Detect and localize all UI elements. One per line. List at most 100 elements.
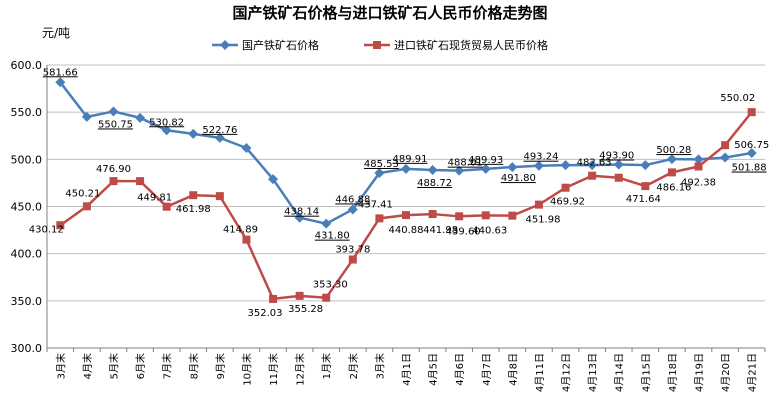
data-label: 469.92 bbox=[550, 197, 585, 208]
x-tick-label: 7月末 bbox=[161, 353, 174, 379]
series-domestic-price bbox=[55, 77, 757, 229]
x-tick-label: 4月15日 bbox=[640, 353, 652, 392]
data-point bbox=[136, 177, 145, 186]
data-point bbox=[508, 211, 517, 220]
x-tick-label: 4月7日 bbox=[481, 353, 493, 386]
data-point bbox=[480, 163, 491, 174]
y-tick-label: 500.0 bbox=[11, 153, 43, 166]
data-point bbox=[693, 154, 704, 165]
data-label: 522.76 bbox=[202, 125, 237, 136]
data-label: 482.63 bbox=[577, 158, 612, 169]
data-point bbox=[666, 154, 677, 165]
data-label: 488.72 bbox=[417, 178, 452, 189]
data-point bbox=[269, 294, 278, 303]
x-tick-label: 4月13日 bbox=[587, 353, 599, 392]
legend: 国产铁矿石价格 进口铁矿石现货贸易人民币价格 bbox=[212, 38, 548, 52]
data-label: 581.66 bbox=[43, 67, 78, 78]
data-point bbox=[534, 200, 543, 209]
data-point bbox=[322, 293, 331, 302]
data-point bbox=[640, 160, 651, 171]
x-tick-label: 4月8日 bbox=[507, 353, 519, 386]
data-label: 440.88 bbox=[389, 225, 424, 236]
data-label: 493.24 bbox=[523, 152, 558, 163]
data-point bbox=[108, 106, 119, 117]
x-tick-label: 4月14日 bbox=[614, 353, 626, 392]
data-point bbox=[82, 202, 91, 211]
data-label: 440.63 bbox=[472, 225, 507, 236]
y-tick-labels: 300.0 350.0 400.0 450.0 500.0 550.0 600.0 bbox=[11, 59, 43, 355]
data-point bbox=[81, 111, 92, 122]
data-label: 488.01 bbox=[448, 158, 483, 169]
data-point bbox=[427, 164, 438, 175]
data-label: 449.81 bbox=[137, 193, 172, 204]
data-label: 476.90 bbox=[96, 164, 131, 175]
y-tick-label: 300.0 bbox=[11, 342, 43, 355]
data-point bbox=[402, 211, 410, 220]
data-point bbox=[747, 108, 756, 117]
data-point bbox=[720, 152, 731, 163]
data-point bbox=[641, 182, 650, 191]
x-tick-label: 4月18日 bbox=[667, 353, 679, 392]
data-label: 355.28 bbox=[288, 304, 323, 315]
data-point bbox=[375, 214, 384, 223]
x-tick-label: 8月末 bbox=[187, 353, 200, 379]
data-point bbox=[533, 160, 544, 171]
x-tick-label: 10月末 bbox=[240, 353, 253, 386]
data-label: 471.64 bbox=[626, 194, 661, 205]
data-label: 492.38 bbox=[681, 178, 716, 189]
x-tick-label: 9月末 bbox=[214, 353, 227, 379]
y-axis-unit: 元/吨 bbox=[42, 26, 70, 40]
data-label: 431.80 bbox=[315, 231, 350, 242]
data-point bbox=[481, 211, 490, 220]
data-label: 446.88 bbox=[335, 194, 370, 205]
data-label: 393.78 bbox=[335, 245, 370, 256]
data-point bbox=[613, 159, 624, 170]
x-tick-label: 12月末 bbox=[294, 353, 307, 386]
data-label: 530.82 bbox=[149, 117, 184, 128]
x-tick-label: 4月20日 bbox=[720, 353, 732, 392]
y-tick-label: 400.0 bbox=[11, 248, 43, 261]
legend-diamond-icon bbox=[220, 40, 230, 50]
data-point bbox=[295, 291, 304, 300]
data-point bbox=[374, 167, 385, 178]
x-tick-label: 3月末 bbox=[54, 353, 67, 379]
data-label: 486.16 bbox=[656, 182, 691, 193]
data-label: 439.60 bbox=[446, 226, 481, 237]
data-labels-domestic: 581.66 550.75 530.82 522.76 438.14 431.80 446.… bbox=[43, 67, 769, 241]
gridlines bbox=[47, 64, 765, 349]
data-point bbox=[587, 160, 598, 171]
x-tick-label: 4月5日 bbox=[428, 353, 440, 386]
data-point bbox=[241, 143, 252, 154]
data-point bbox=[694, 162, 703, 171]
data-point bbox=[189, 191, 198, 200]
y-tick-label: 450.0 bbox=[11, 201, 43, 214]
x-tick-label: 6月末 bbox=[134, 353, 147, 379]
data-point bbox=[56, 221, 65, 230]
data-point bbox=[561, 183, 570, 192]
x-tick-labels: 3月末 4月末 5月末 6月末 7月末 8月末 9月末 10月末 11月末 12月末 1月末 2月末 3… bbox=[54, 353, 758, 392]
data-label: 353.30 bbox=[313, 280, 348, 291]
legend-square-icon bbox=[373, 41, 381, 49]
axes bbox=[46, 65, 766, 352]
data-labels-import: 430.12 450.21 476.90 449.81 461.98 414.89 352.… bbox=[29, 93, 755, 319]
data-point bbox=[188, 128, 199, 139]
data-label: 441.98 bbox=[423, 225, 458, 236]
x-tick-label: 11月末 bbox=[267, 353, 280, 386]
data-point bbox=[162, 202, 171, 211]
data-point bbox=[215, 192, 224, 201]
data-point bbox=[55, 77, 66, 88]
x-tick-label: 5月末 bbox=[107, 353, 120, 379]
data-label: 414.89 bbox=[223, 225, 258, 236]
data-label: 437.41 bbox=[358, 199, 393, 210]
data-point bbox=[348, 255, 357, 264]
x-tick-label: 4月1日 bbox=[401, 353, 413, 386]
data-label: 450.21 bbox=[65, 188, 100, 199]
x-tick-label: 1月末 bbox=[320, 353, 333, 379]
x-tick-label: 4月19日 bbox=[694, 353, 706, 392]
data-point bbox=[614, 173, 623, 182]
x-tick-label: 4月6日 bbox=[454, 353, 466, 386]
x-tick-label: 4月末 bbox=[81, 353, 94, 379]
legend-label-domestic: 国产铁矿石价格 bbox=[242, 38, 319, 52]
data-point bbox=[428, 210, 437, 219]
